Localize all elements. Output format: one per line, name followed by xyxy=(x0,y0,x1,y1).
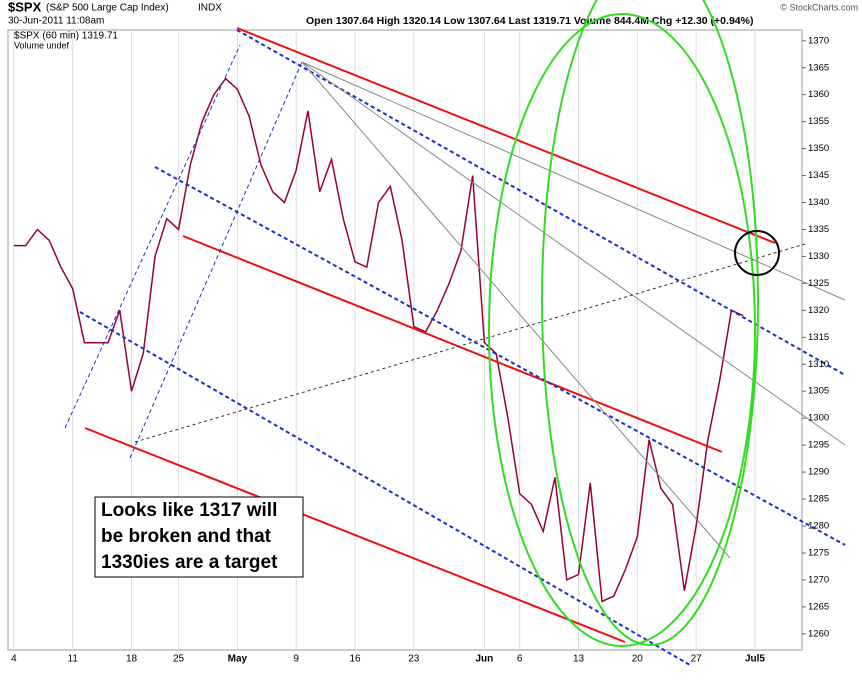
highlight-ellipse xyxy=(488,13,756,647)
y-tick-label: 1275 xyxy=(808,547,829,558)
y-tick-label: 1290 xyxy=(808,467,829,478)
x-tick-label: Jun xyxy=(476,654,494,665)
y-tick-label: 1330 xyxy=(808,251,829,262)
annotation: 1330ies are a target xyxy=(101,552,278,573)
x-tick-label: 18 xyxy=(126,654,138,665)
trendline xyxy=(236,27,776,244)
timestamp: 30-Jun-2011 11:08am xyxy=(8,16,104,27)
legend-entry: Volume undef xyxy=(14,40,70,50)
y-tick-label: 1360 xyxy=(808,89,829,100)
y-tick-label: 1295 xyxy=(808,440,829,451)
x-tick-label: May xyxy=(228,654,248,665)
y-tick-label: 1335 xyxy=(808,224,829,235)
x-tick-label: 6 xyxy=(517,654,523,665)
trendline xyxy=(79,311,691,666)
index-name: (S&P 500 Large Cap Index) xyxy=(46,3,169,14)
y-tick-label: 1315 xyxy=(808,332,829,343)
annotation-box xyxy=(94,496,304,578)
y-tick-label: 1280 xyxy=(808,521,829,532)
x-tick-label: 9 xyxy=(293,654,299,665)
y-tick-label: 1260 xyxy=(808,628,829,639)
x-tick-label: Jul5 xyxy=(745,654,765,665)
trendline xyxy=(64,44,241,429)
y-tick-label: 1320 xyxy=(808,305,829,316)
price-line xyxy=(13,77,744,603)
y-tick-label: 1265 xyxy=(808,601,829,612)
x-tick-label: 20 xyxy=(632,654,644,665)
x-tick-label: 11 xyxy=(68,654,79,665)
annotation: be broken and that xyxy=(101,526,272,547)
y-tick-label: 1310 xyxy=(808,359,829,370)
y-tick-label: 1355 xyxy=(808,116,829,127)
y-tick-label: 1350 xyxy=(808,143,829,154)
y-tick-label: 1325 xyxy=(808,278,829,289)
trendline xyxy=(129,61,303,459)
x-tick-label: 4 xyxy=(11,654,17,665)
quote: Open 1307.64 High 1320.14 Low 1307.64 La… xyxy=(306,15,753,27)
y-tick-label: 1370 xyxy=(808,35,829,46)
trendline xyxy=(182,235,723,453)
y-tick-label: 1270 xyxy=(808,574,829,585)
trendlines xyxy=(64,0,846,666)
exchange: INDX xyxy=(198,3,222,14)
trendline xyxy=(301,61,731,559)
highlight-ellipse xyxy=(541,0,759,646)
y-tick-label: 1305 xyxy=(808,386,829,397)
y-tick-label: 1285 xyxy=(808,494,829,505)
y-tick-label: 1340 xyxy=(808,197,829,208)
trendline xyxy=(84,427,626,643)
y-tick-label: 1345 xyxy=(808,170,829,181)
y-tick-label: 1365 xyxy=(808,62,829,73)
legend-entry: $SPX (60 min) 1319.71 xyxy=(14,31,118,42)
x-tick-label: 16 xyxy=(349,654,361,665)
trendline xyxy=(154,166,846,546)
trendline xyxy=(301,61,846,301)
x-tick-label: 23 xyxy=(408,654,420,665)
credit: © StockCharts.com xyxy=(780,2,858,12)
y-tick-label: 1300 xyxy=(808,413,829,424)
trendline xyxy=(236,29,846,376)
annotation: Looks like 1317 will xyxy=(101,500,277,521)
target-circle xyxy=(734,230,780,276)
symbol: $SPX xyxy=(8,0,42,14)
x-tick-label: 27 xyxy=(691,654,703,665)
x-tick-label: 13 xyxy=(573,654,585,665)
trendline xyxy=(134,243,806,443)
x-tick-label: 25 xyxy=(173,654,185,665)
